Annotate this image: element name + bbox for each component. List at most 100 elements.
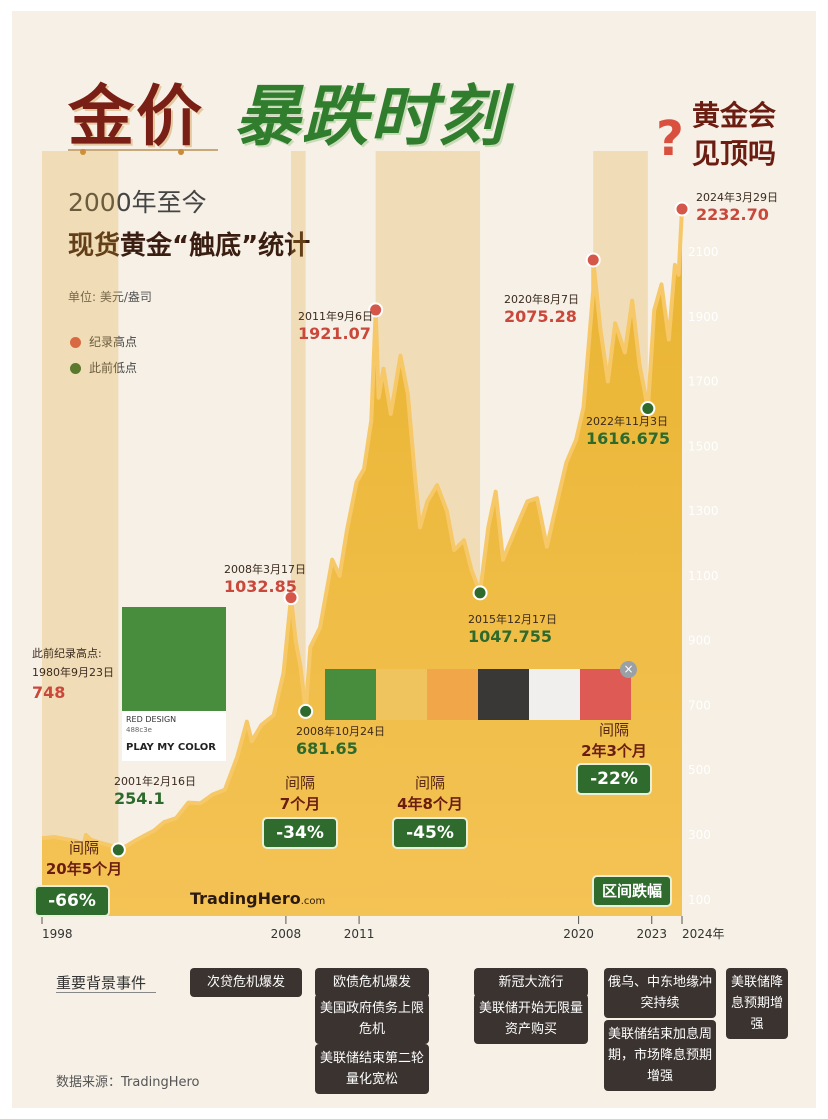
palette-chip-green[interactable] [325, 669, 376, 720]
legend-item-high: 纪录高点 [70, 333, 137, 350]
event-unlimited-qe: 美联储开始无限量资产购买 [474, 994, 588, 1044]
event-qe2-end: 美联储结束第二轮量化宽松 [315, 1044, 429, 1094]
question-line2: 见顶吗 [692, 137, 777, 170]
x-tick-label: 2023 [636, 927, 667, 941]
low-2001-label: 2001年2月16日 254.1 [114, 773, 196, 808]
y-tick-label: 900 [688, 634, 711, 648]
gold-price-chart: 100300500700900110013001500170019002100 … [41, 151, 725, 941]
color-card-name: RED DESIGN [126, 715, 177, 724]
infographic-page: 金价 暴跌时刻 ? 黄金会 见顶吗 2000年至今 现货黄金“触底”统计 单位:… [12, 11, 816, 1108]
low-2015-label: 2015年12月17日 1047.755 [468, 611, 557, 646]
x-tick-label: 2008 [271, 927, 302, 941]
brand-suffix: .com [300, 896, 326, 907]
event-debt-ceiling: 美国政府债务上限危机 [315, 994, 429, 1044]
y-tick-label: 500 [688, 763, 711, 777]
low-2008-value: 681.65 [296, 739, 358, 758]
color-card-swatch [122, 607, 226, 711]
gap-1-drop-badge: -66% [34, 885, 110, 917]
question-mark-icon: ? [656, 111, 684, 167]
low-2008-label: 2008年10月24日 681.65 [296, 723, 385, 758]
question-text: 黄金会 见顶吗 [692, 97, 776, 173]
subtitle2: 现货黄金“触底”统计 [68, 231, 311, 261]
gap-4-length: 2年3个月 [581, 742, 647, 760]
y-tick-label: 100 [688, 893, 711, 907]
palette-chip-orange[interactable] [427, 669, 478, 720]
prior-low-marker [640, 401, 656, 417]
low-2015-value: 1047.755 [468, 627, 553, 646]
title-underline-dot [178, 149, 184, 155]
y-tick-label: 1900 [688, 310, 719, 324]
low-2008-date: 2008年10月24日 [296, 725, 385, 738]
gap-2-label: 间隔 7个月 [240, 772, 360, 814]
high-2011-value: 1921.07 [298, 324, 371, 343]
close-icon[interactable]: × [620, 661, 637, 678]
palette-chip-dark[interactable] [478, 669, 529, 720]
record-high-marker [368, 302, 384, 318]
palette-chip-yellow[interactable] [376, 669, 427, 720]
x-axis-ticks: 1998 2008 2011 2020 2023 2024年 [41, 916, 725, 941]
color-card: RED DESIGN 488c3e PLAY MY COLOR [122, 607, 226, 761]
legend-high-label: 纪录高点 [89, 335, 138, 349]
event-geopolitics: 俄乌、中东地缘冲突持续 [604, 968, 716, 1018]
high-2011-label: 2011年9月6日 1921.07 [298, 308, 373, 343]
record-high-marker [283, 590, 299, 606]
price-area [42, 209, 682, 916]
palette-chip-white[interactable] [529, 669, 580, 720]
low-2022-date: 2022年11月3日 [586, 415, 668, 428]
prior-high-value: 748 [32, 683, 66, 702]
title-underline-dot [80, 149, 86, 155]
high-2008-date: 2008年3月17日 [224, 563, 306, 576]
range-drop-badge: 区间跌幅 [592, 875, 672, 907]
high-2020-date: 2020年8月7日 [504, 293, 579, 306]
unit-label: 单位: 美元/盎司 [68, 290, 152, 304]
point-markers [110, 201, 690, 858]
palette-strip [325, 669, 631, 720]
prior-low-marker [110, 842, 126, 858]
event-hike-end: 美联储结束加息周期，市场降息预期增强 [604, 1020, 716, 1091]
gap-3-word: 间隔 [414, 774, 445, 792]
color-card-hex: 488c3e [126, 726, 152, 734]
low-2001-value: 254.1 [114, 789, 165, 808]
event-covid: 新冠大流行 [474, 968, 588, 997]
legend-low-dot-icon [70, 363, 81, 374]
gap-1-label: 间隔 20年5个月 [24, 837, 144, 879]
low-2022-label: 2022年11月3日 1616.675 [586, 413, 670, 448]
events-label-underline [56, 992, 156, 993]
x-tick-label: 2020 [563, 927, 594, 941]
low-2001-date: 2001年2月16日 [114, 775, 196, 788]
high-2008-value: 1032.85 [224, 577, 297, 596]
gap-4-drop-badge: -22% [576, 763, 652, 795]
y-tick-label: 1700 [688, 375, 719, 389]
gap-3-length: 4年8个月 [397, 795, 463, 813]
legend-high-dot-icon [70, 337, 81, 348]
high-2020-label: 2020年8月7日 2075.28 [504, 291, 579, 326]
subtitle: 2000年至今 [68, 188, 207, 217]
gap-4-word: 间隔 [598, 721, 629, 739]
record-high-marker [585, 252, 601, 268]
y-tick-label: 300 [688, 828, 711, 842]
high-2020-value: 2075.28 [504, 307, 577, 326]
event-subprime: 次贷危机爆发 [190, 968, 302, 997]
x-tick-label: 2011 [344, 927, 375, 941]
prior-high-block: 此前纪录高点: 1980年9月23日 748 [32, 645, 114, 702]
low-2015-date: 2015年12月17日 [468, 613, 557, 626]
prior-high-label: 此前纪录高点: [32, 647, 102, 660]
gap-2-length: 7个月 [279, 795, 321, 813]
brand-logo: TradingHero.com [190, 889, 325, 908]
gap-1-word: 间隔 [68, 839, 99, 857]
color-card-action[interactable]: PLAY MY COLOR [126, 742, 216, 753]
y-tick-label: 2100 [688, 245, 719, 259]
y-tick-label: 1500 [688, 439, 719, 453]
high-2011-date: 2011年9月6日 [298, 310, 373, 323]
low-2022-value: 1616.675 [586, 429, 671, 448]
legend-low-label: 此前低点 [89, 361, 138, 375]
gap-band-1 [42, 151, 119, 916]
y-axis-ticks: 100 300 500 700 900 1100 1300 1500 1700 1900 2100 [688, 245, 719, 907]
y-tick-label: 700 [688, 698, 711, 712]
latest-value: 2232.70 [696, 205, 769, 224]
x-tick-label: 2024年 [682, 927, 725, 941]
gap-2-drop-badge: -34% [262, 817, 338, 849]
title-part1: 金价 [68, 77, 204, 155]
palette-chip-red[interactable] [580, 669, 631, 720]
latest-label: 2024年3月29日 2232.70 [696, 189, 778, 224]
